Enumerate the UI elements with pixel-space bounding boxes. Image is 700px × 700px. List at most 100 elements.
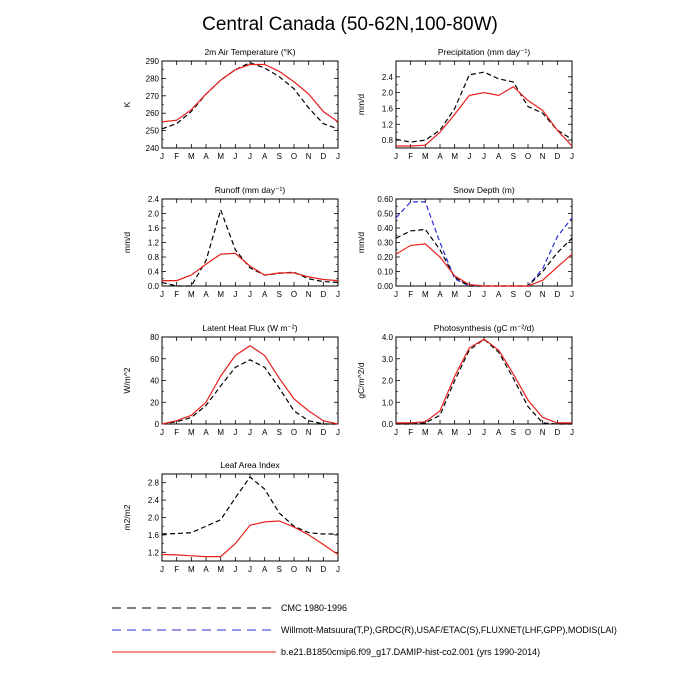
x-tick-label: N (540, 428, 546, 437)
series-line-cmc (161, 62, 339, 130)
x-tick-label: J (248, 565, 252, 574)
x-tick-label: N (306, 152, 312, 161)
x-tick-label: M (422, 290, 429, 299)
y-tick-label: 40 (150, 377, 159, 386)
x-tick-label: M (217, 152, 224, 161)
x-tick-label: O (525, 290, 531, 299)
legend: CMC 1980-1996 Willmott-Matsuura(T,P),GRDC… (112, 603, 617, 657)
y-tick-label: 2.4 (148, 195, 160, 204)
x-tick-label: J (570, 152, 574, 161)
x-tick-label: J (160, 152, 164, 161)
x-tick-label: J (160, 565, 164, 574)
y-tick-label: 260 (146, 109, 160, 118)
x-tick-label: N (306, 565, 312, 574)
series-line-model (161, 520, 339, 558)
y-tick-label: 1.2 (148, 239, 160, 248)
x-tick-label: A (437, 290, 443, 299)
x-tick-label: M (451, 152, 458, 161)
legend-entry-obs: Willmott-Matsuura(T,P),GRDC(R),USAF/ETAC… (112, 625, 617, 635)
x-tick-label: J (570, 428, 574, 437)
panel-title: 2m Air Temperature (°K) (204, 47, 295, 57)
x-tick-label: D (320, 428, 326, 437)
plot-frame (161, 473, 339, 562)
x-tick-label: A (496, 152, 502, 161)
legend-label: b.e21.B1850cmip6.f09_g17.DAMIP-hist-co2.… (281, 647, 540, 657)
chart-panel-precip: Precipitation (mm day⁻¹) mm/d 0.8 1.2 1.6 2.0… (356, 47, 574, 161)
series-line-model (396, 338, 572, 424)
x-tick-label: M (188, 428, 195, 437)
x-tick-label: A (262, 152, 268, 161)
x-tick-label: J (336, 565, 340, 574)
x-tick-label: O (291, 428, 297, 437)
x-tick-label: S (511, 428, 516, 437)
y-tick-label: 240 (146, 144, 160, 153)
y-tick-label: 0.50 (377, 210, 393, 219)
y-tick-label: 1.0 (382, 398, 394, 407)
series-line-model (395, 243, 573, 287)
y-axis-label: mm/d (356, 94, 366, 116)
chart-panel-tair: 2m Air Temperature (°K) K 240 250 260 270 280 2… (122, 47, 340, 161)
x-tick-label: J (467, 290, 471, 299)
x-tick-label: N (540, 152, 546, 161)
x-tick-label: J (233, 428, 237, 437)
x-tick-label: J (394, 428, 398, 437)
x-tick-label: D (320, 152, 326, 161)
plot-frame (395, 60, 573, 149)
x-tick-label: A (496, 290, 502, 299)
y-axis-label: m2/m2 (122, 504, 132, 530)
x-tick-label: D (320, 290, 326, 299)
x-tick-label: F (174, 428, 179, 437)
y-tick-label: 2.0 (148, 514, 160, 523)
y-axis-label: mm/d (356, 232, 366, 254)
x-tick-label: J (336, 428, 340, 437)
y-tick-label: 0.0 (148, 282, 160, 291)
y-tick-label: 1.6 (148, 531, 160, 540)
y-tick-label: 0.30 (377, 239, 393, 248)
x-tick-label: A (203, 290, 209, 299)
x-tick-label: J (482, 152, 486, 161)
plot-frame (161, 60, 339, 149)
series-line-cmc (161, 207, 339, 287)
y-tick-label: 2.8 (148, 479, 160, 488)
x-tick-label: O (291, 290, 297, 299)
x-tick-label: M (451, 290, 458, 299)
x-tick-label: A (203, 428, 209, 437)
y-tick-label: 1.2 (382, 120, 394, 129)
y-tick-label: 2.0 (148, 210, 160, 219)
x-tick-label: M (217, 565, 224, 574)
plot-frame (395, 336, 573, 425)
plot-frame (161, 198, 339, 287)
x-tick-label: A (262, 290, 268, 299)
y-tick-label: 2.0 (382, 377, 394, 386)
y-tick-label: 290 (146, 57, 160, 66)
x-tick-label: J (394, 152, 398, 161)
panel-title: Runoff (mm day⁻¹) (215, 185, 286, 195)
x-tick-label: M (188, 565, 195, 574)
x-tick-label: M (188, 290, 195, 299)
x-tick-label: J (160, 428, 164, 437)
chart-panel-lhf: Latent Heat Flux (W m⁻²) W/m^2 0 20 40 60 80 J F… (122, 323, 340, 437)
x-tick-label: S (511, 290, 516, 299)
series-line-model (396, 85, 573, 147)
y-tick-label: 80 (150, 333, 159, 342)
plot-frame (395, 198, 573, 287)
y-tick-label: 1.6 (148, 224, 160, 233)
y-axis-label: mm/d (122, 232, 132, 254)
x-tick-label: D (554, 428, 560, 437)
x-tick-label: S (277, 290, 282, 299)
panel-title: Precipitation (mm day⁻¹) (438, 47, 531, 57)
x-tick-label: J (467, 428, 471, 437)
x-tick-label: J (394, 290, 398, 299)
y-tick-label: 3.0 (382, 355, 394, 364)
chart-panel-runoff: Runoff (mm day⁻¹) mm/d 0.0 0.4 0.8 1.2 1.6 2.0 2… (122, 185, 340, 299)
x-tick-label: J (336, 290, 340, 299)
y-tick-label: 1.2 (148, 548, 160, 557)
panel-title: Leaf Area Index (220, 460, 280, 470)
x-tick-label: M (422, 428, 429, 437)
panel-title: Photosynthesis (gC m⁻²/d) (434, 323, 535, 333)
y-tick-label: 0.10 (377, 268, 393, 277)
x-tick-label: S (277, 428, 282, 437)
x-tick-label: J (467, 152, 471, 161)
